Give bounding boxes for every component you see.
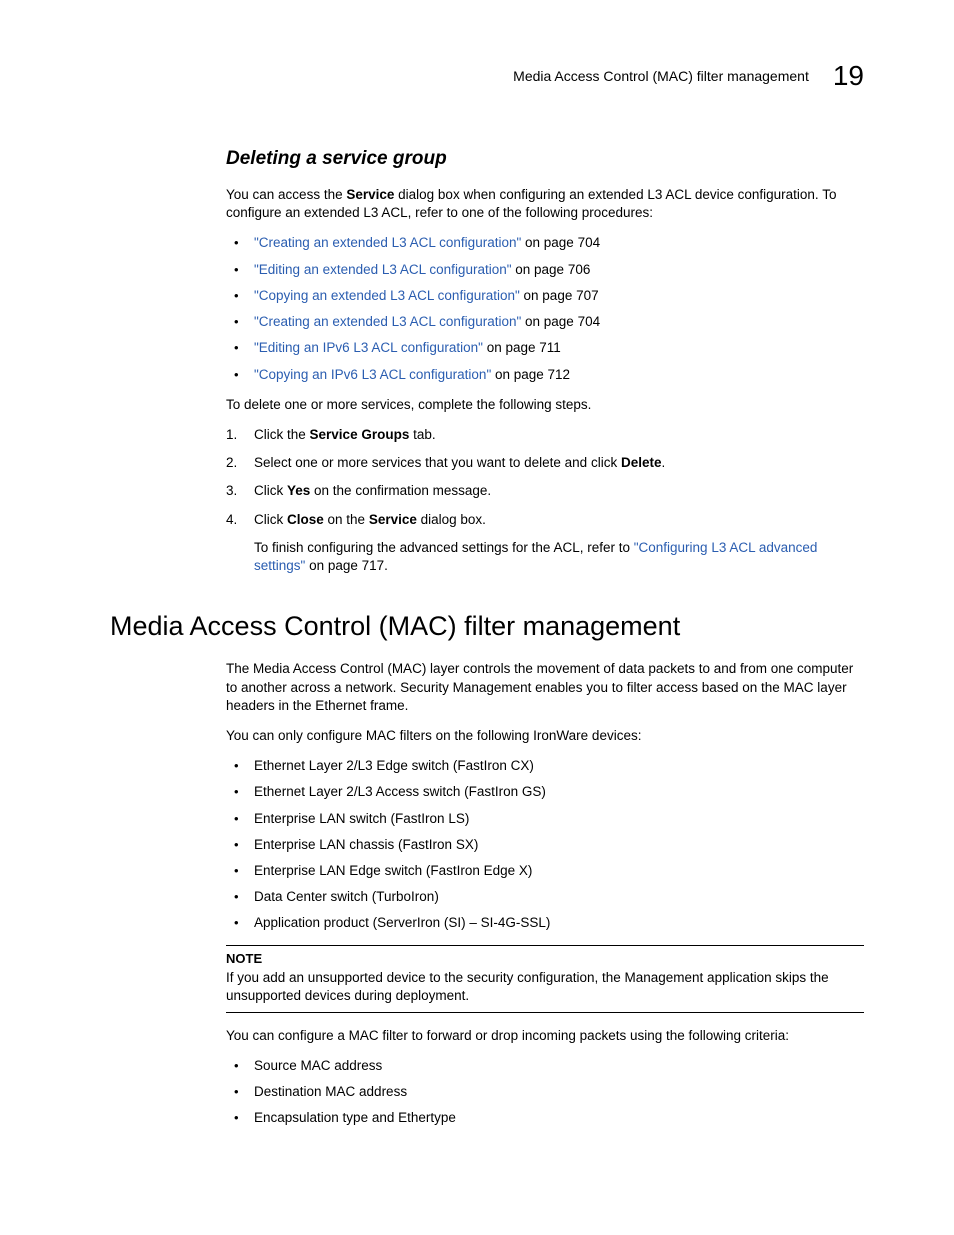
list-item: "Editing an IPv6 L3 ACL configuration" o… <box>226 339 864 357</box>
device-list: Ethernet Layer 2/L3 Edge switch (FastIro… <box>226 757 864 933</box>
steps-list: Click the Service Groups tab. Select one… <box>226 426 864 575</box>
list-item: Source MAC address <box>226 1057 864 1075</box>
step-sub-text: To finish configuring the advanced setti… <box>254 539 864 575</box>
list-item: Encapsulation type and Ethertype <box>226 1109 864 1127</box>
page-header: Media Access Control (MAC) filter manage… <box>110 60 864 92</box>
list-item: "Copying an IPv6 L3 ACL configuration" o… <box>226 366 864 384</box>
step-item: Select one or more services that you wan… <box>226 454 864 472</box>
xref-link[interactable]: "Copying an extended L3 ACL configuratio… <box>254 288 520 303</box>
step-item: Click Close on the Service dialog box. T… <box>226 511 864 576</box>
list-item: Ethernet Layer 2/L3 Edge switch (FastIro… <box>226 757 864 775</box>
list-item: Enterprise LAN chassis (FastIron SX) <box>226 836 864 854</box>
list-item: Ethernet Layer 2/L3 Access switch (FastI… <box>226 783 864 801</box>
criteria-list: Source MAC address Destination MAC addre… <box>226 1057 864 1128</box>
list-item: "Creating an extended L3 ACL configurati… <box>226 234 864 252</box>
note-block: NOTE If you add an unsupported device to… <box>226 945 864 1013</box>
list-item: Enterprise LAN switch (FastIron LS) <box>226 810 864 828</box>
body-paragraph: You can only configure MAC filters on th… <box>226 727 864 745</box>
section-mac-filter: The Media Access Control (MAC) layer con… <box>226 660 864 1127</box>
chapter-number: 19 <box>833 60 864 92</box>
heading-mac-filter: Media Access Control (MAC) filter manage… <box>110 611 864 642</box>
list-item: "Editing an extended L3 ACL configuratio… <box>226 261 864 279</box>
link-list: "Creating an extended L3 ACL configurati… <box>226 234 864 383</box>
xref-link[interactable]: "Creating an extended L3 ACL configurati… <box>254 235 521 250</box>
xref-link[interactable]: "Creating an extended L3 ACL configurati… <box>254 314 521 329</box>
list-item: Enterprise LAN Edge switch (FastIron Edg… <box>226 862 864 880</box>
body-paragraph: You can configure a MAC filter to forwar… <box>226 1027 864 1045</box>
section-deleting-service-group: Deleting a service group You can access … <box>226 148 864 575</box>
header-title: Media Access Control (MAC) filter manage… <box>513 68 809 84</box>
list-item: Data Center switch (TurboIron) <box>226 888 864 906</box>
page: Media Access Control (MAC) filter manage… <box>0 0 954 1220</box>
intro-paragraph: You can access the Service dialog box wh… <box>226 186 864 222</box>
note-text: If you add an unsupported device to the … <box>226 969 864 1005</box>
body-paragraph: The Media Access Control (MAC) layer con… <box>226 660 864 715</box>
note-label: NOTE <box>226 950 864 968</box>
xref-link[interactable]: "Copying an IPv6 L3 ACL configuration" <box>254 367 491 382</box>
steps-intro: To delete one or more services, complete… <box>226 396 864 414</box>
xref-link[interactable]: "Editing an extended L3 ACL configuratio… <box>254 262 512 277</box>
list-item: "Copying an extended L3 ACL configuratio… <box>226 287 864 305</box>
xref-link[interactable]: "Editing an IPv6 L3 ACL configuration" <box>254 340 483 355</box>
step-item: Click Yes on the confirmation message. <box>226 482 864 500</box>
step-item: Click the Service Groups tab. <box>226 426 864 444</box>
list-item: "Creating an extended L3 ACL configurati… <box>226 313 864 331</box>
list-item: Application product (ServerIron (SI) – S… <box>226 914 864 932</box>
section-title: Deleting a service group <box>226 148 864 170</box>
list-item: Destination MAC address <box>226 1083 864 1101</box>
